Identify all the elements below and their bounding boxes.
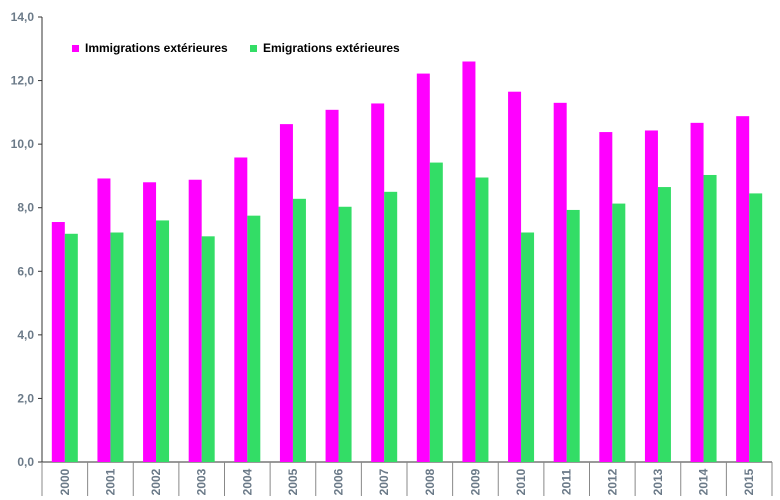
bar-emigrations-2004 bbox=[247, 215, 261, 462]
bar-immigrations-2001 bbox=[97, 178, 111, 462]
bar-emigrations-2010 bbox=[521, 232, 535, 462]
legend: Immigrations extérieures Emigrations exté… bbox=[72, 41, 400, 55]
x-tick-label: 2001 bbox=[103, 468, 117, 495]
bar-immigrations-2010 bbox=[508, 91, 522, 463]
bar-emigrations-2015 bbox=[749, 193, 763, 463]
bar-immigrations-2009 bbox=[462, 61, 476, 462]
legend-swatch bbox=[72, 45, 79, 52]
y-tick-label: 10,0 bbox=[11, 137, 35, 151]
bar-immigrations-2011 bbox=[553, 102, 567, 463]
bar-immigrations-2008 bbox=[416, 73, 430, 462]
bar-immigrations-2005 bbox=[279, 124, 293, 462]
bar-immigrations-2012 bbox=[599, 132, 613, 463]
y-tick-label: 8,0 bbox=[17, 201, 34, 215]
y-tick-label: 12,0 bbox=[11, 74, 35, 88]
y-tick-label: 2,0 bbox=[17, 391, 34, 405]
legend-label: Emigrations extérieures bbox=[263, 41, 400, 55]
x-tick-label: 2006 bbox=[332, 468, 346, 495]
bar-emigrations-2014 bbox=[703, 174, 717, 462]
bar-immigrations-2007 bbox=[371, 103, 385, 462]
x-tick-label: 2000 bbox=[58, 468, 72, 495]
x-tick-label: 2011 bbox=[560, 469, 574, 495]
x-tick-label: 2014 bbox=[697, 468, 711, 495]
x-tick-label: 2010 bbox=[514, 468, 528, 495]
bar-emigrations-2005 bbox=[292, 198, 306, 463]
bar-emigrations-2013 bbox=[657, 187, 671, 462]
bar-emigrations-2000 bbox=[64, 233, 78, 462]
bar-immigrations-2003 bbox=[188, 179, 202, 462]
x-tick-label: 2007 bbox=[377, 468, 391, 495]
y-tick-label: 14,0 bbox=[11, 10, 35, 24]
bar-emigrations-2007 bbox=[384, 191, 398, 463]
bar-emigrations-2002 bbox=[156, 220, 170, 462]
y-axis: 0,0 2,0 4,0 6,0 8,0 10,0 12,0 14,0 bbox=[11, 10, 43, 469]
bar-immigrations-2013 bbox=[644, 130, 658, 462]
bar-emigrations-2003 bbox=[201, 236, 215, 462]
x-axis: 2000 2001 2002 2003 2004 2005 2006 2007 2008 2009… bbox=[41, 461, 773, 496]
bar-immigrations-2000 bbox=[51, 222, 65, 462]
x-tick-label: 2005 bbox=[286, 468, 300, 495]
bar-emigrations-2001 bbox=[110, 232, 124, 462]
bar-immigrations-2015 bbox=[736, 116, 750, 463]
x-tick-label: 2012 bbox=[605, 468, 619, 495]
x-tick-label: 2002 bbox=[149, 468, 163, 495]
bar-emigrations-2012 bbox=[612, 203, 626, 462]
x-tick-label: 2009 bbox=[468, 468, 482, 495]
bar-immigrations-2006 bbox=[325, 109, 339, 463]
y-tick-label: 4,0 bbox=[17, 328, 34, 342]
x-tick-label: 2008 bbox=[423, 468, 437, 495]
bar-emigrations-2006 bbox=[338, 206, 352, 462]
bars bbox=[51, 61, 763, 463]
x-tick-label: 2013 bbox=[651, 468, 665, 495]
bar-immigrations-2002 bbox=[143, 182, 157, 463]
legend-swatch bbox=[250, 45, 257, 52]
x-tick-label: 2004 bbox=[240, 468, 254, 495]
y-tick-label: 6,0 bbox=[17, 264, 34, 278]
bar-immigrations-2014 bbox=[690, 122, 704, 462]
x-tick-label: 2015 bbox=[742, 468, 756, 495]
bar-immigrations-2004 bbox=[234, 157, 248, 462]
x-tick-label: 2003 bbox=[195, 468, 209, 495]
bar-emigrations-2011 bbox=[566, 209, 580, 462]
legend-label: Immigrations extérieures bbox=[85, 41, 228, 55]
y-tick-label: 0,0 bbox=[17, 455, 34, 469]
bar-emigrations-2008 bbox=[429, 162, 443, 463]
bar-emigrations-2009 bbox=[475, 177, 489, 462]
